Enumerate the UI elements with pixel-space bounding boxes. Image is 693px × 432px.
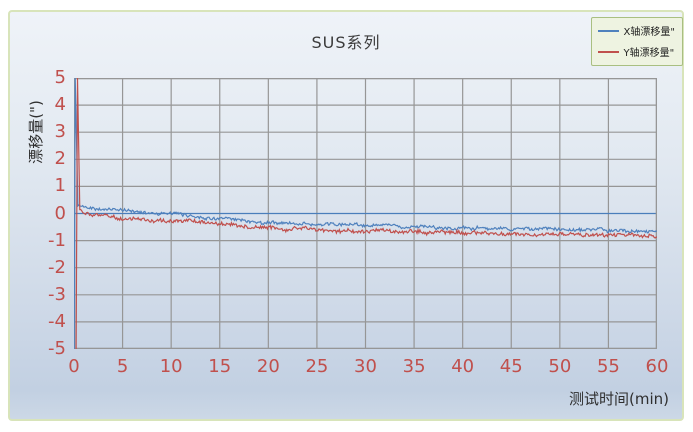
y-tick-label: 4 bbox=[54, 94, 66, 116]
y-tick-label: -4 bbox=[48, 310, 66, 332]
y-tick-label: 0 bbox=[54, 202, 66, 224]
x-tick-label: 25 bbox=[305, 356, 329, 377]
y-tick-label: -1 bbox=[48, 229, 66, 251]
series-line-y-drift bbox=[75, 78, 657, 349]
y-tick-label: 3 bbox=[54, 121, 66, 143]
x-tick-label: 30 bbox=[354, 356, 377, 377]
legend-label-y-series: Y轴漂移量" bbox=[623, 48, 675, 59]
x-tick-label: 45 bbox=[499, 356, 523, 377]
y-tick-label: -5 bbox=[48, 338, 66, 359]
x-tick-label: 20 bbox=[256, 356, 280, 377]
legend: X轴漂移量" Y轴漂移量" bbox=[590, 17, 683, 66]
y-tick-labels: 5 4 3 2 1 0 -1 -2 -3 -4 -5 bbox=[10, 67, 66, 359]
y-tick-label: -2 bbox=[48, 256, 66, 278]
y-tick-label: 1 bbox=[54, 175, 66, 197]
x-series-line-swatch bbox=[597, 29, 619, 32]
chart-title: SUS系列 bbox=[311, 33, 381, 52]
x-tick-label: 35 bbox=[402, 356, 426, 377]
x-tick-label: 55 bbox=[596, 356, 620, 377]
x-tick-labels: 0 5 10 15 20 25 30 35 40 45 50 55 60 bbox=[68, 356, 668, 380]
legend-item-x-series[interactable]: X轴漂移量" bbox=[597, 23, 675, 38]
y-tick-label: 5 bbox=[54, 67, 66, 88]
x-tick-label: 15 bbox=[208, 356, 232, 377]
x-tick-label: 5 bbox=[116, 356, 129, 377]
x-tick-label: 50 bbox=[548, 356, 572, 377]
legend-item-y-series[interactable]: Y轴漂移量" bbox=[597, 44, 675, 59]
x-axis-title: 测试时间(min) bbox=[569, 390, 669, 408]
x-tick-label: 60 bbox=[645, 356, 669, 377]
x-tick-label: 0 bbox=[68, 356, 80, 377]
legend-label-x-series: X轴漂移量" bbox=[623, 27, 675, 38]
series-line-x-drift bbox=[74, 78, 657, 349]
y-tick-label: 2 bbox=[54, 148, 66, 170]
y-tick-label: -3 bbox=[48, 283, 66, 305]
x-tick-label: 10 bbox=[159, 356, 183, 377]
y-series-line-swatch bbox=[597, 50, 619, 53]
x-tick-label: 40 bbox=[451, 356, 475, 377]
plot-area[interactable] bbox=[74, 78, 657, 349]
chart: SUS系列 X轴漂移量" Y轴漂移量" 漂移量(") 5 4 3 2 1 0 -1 -2 -3-… bbox=[8, 10, 684, 421]
